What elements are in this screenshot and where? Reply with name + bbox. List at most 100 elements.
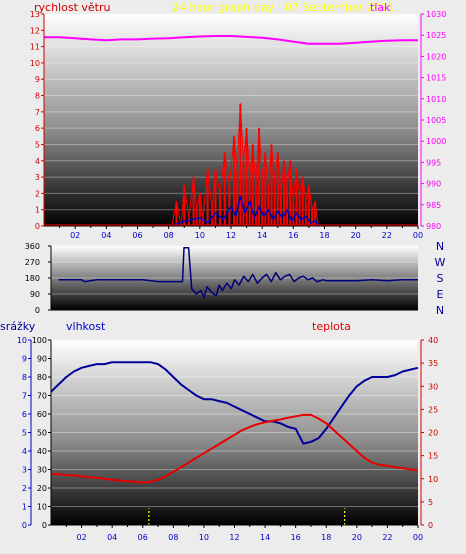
compass-label: N [436, 240, 444, 253]
wind-y-tick-label: 6 [35, 124, 40, 133]
humidity-x-tick-label: 14 [260, 533, 270, 542]
wind-x-tick-label: 06 [132, 231, 142, 240]
axis-layer: 0123456789101112139809859909951000100510… [17, 10, 447, 542]
pressure-y2-tick-label: 990 [426, 180, 441, 189]
humidity-x-tick-label: 10 [199, 533, 209, 542]
wind-x-tick-label: 00 [413, 231, 423, 240]
humidity-x-tick-label: 08 [168, 533, 178, 542]
series-layer [44, 35, 419, 525]
pressure-y2-tick-label: 1010 [426, 95, 446, 104]
humidity-y-tick-label: 10 [37, 503, 47, 512]
humidity-x-tick-label: 00 [413, 533, 423, 542]
rain-y-tick-label: 8 [22, 373, 27, 382]
compass-label: E [437, 288, 444, 301]
rain-y-tick-label: 7 [22, 392, 27, 401]
direction-y-tick-label: 90 [30, 290, 40, 299]
wind-y-tick-label: 1 [35, 206, 40, 215]
humidity-x-tick-label: 12 [229, 533, 239, 542]
temperature-y2-tick-label: 20 [428, 429, 438, 438]
compass-label: W [435, 256, 446, 269]
rain-y-tick-label: 0 [22, 521, 27, 530]
humidity-x-tick-label: 06 [138, 533, 148, 542]
temperature-y2-tick-label: 40 [428, 336, 438, 345]
grid-lines [44, 13, 418, 526]
humidity-y-tick-label: 70 [37, 392, 47, 401]
humidity-y-tick-label: 50 [37, 429, 47, 438]
rain-y-tick-label: 3 [22, 466, 27, 475]
pressure-y2-tick-label: 1025 [426, 31, 446, 40]
rain-y-tick-label: 1 [22, 503, 27, 512]
chart-title: 24 hour graph day : 07 September 2021 [172, 1, 395, 14]
direction-y-tick-label: 180 [25, 274, 40, 283]
pressure-y2-tick-label: 995 [426, 158, 441, 167]
wind-x-tick-label: 12 [226, 231, 236, 240]
humidity-x-tick-label: 02 [76, 533, 86, 542]
wind-y-tick-label: 8 [35, 92, 40, 101]
rain-y-tick-label: 2 [22, 484, 27, 493]
wind-y-tick-label: 4 [35, 157, 40, 166]
temperature-y2-tick-label: 35 [428, 359, 438, 368]
pressure-y2-tick-label: 1030 [426, 10, 446, 19]
wind-y-tick-label: 5 [35, 140, 40, 149]
humidity-x-tick-label: 16 [291, 533, 301, 542]
humidity-y-tick-label: 40 [37, 447, 47, 456]
humidity-y-tick-label: 0 [42, 521, 47, 530]
wind-x-tick-label: 18 [319, 231, 329, 240]
direction-plot-area [51, 246, 418, 310]
humidity-plot-area [51, 340, 418, 525]
temperature-y2-tick-label: 5 [428, 498, 433, 507]
wind-x-tick-label: 08 [164, 231, 174, 240]
pressure-y2-tick-label: 980 [426, 222, 441, 231]
pressure-y2-tick-label: 1020 [426, 52, 446, 61]
rain-axis-title: srážky [0, 320, 36, 333]
humidity-x-tick-label: 04 [107, 533, 117, 542]
humidity-axis-title: vlhkost [66, 320, 106, 333]
wind-plot-area [44, 14, 418, 226]
wind-y-tick-label: 7 [35, 108, 40, 117]
temperature-y2-tick-label: 30 [428, 382, 438, 391]
wind-y-tick-label: 9 [35, 75, 40, 84]
rain-y-tick-label: 6 [22, 410, 27, 419]
pressure-y2-tick-label: 1005 [426, 116, 446, 125]
wind-y-tick-label: 11 [30, 43, 40, 52]
pressure-y2-tick-label: 1015 [426, 74, 446, 83]
pressure-y2-tick-label: 985 [426, 201, 441, 210]
pressure-axis-title: tlak [370, 1, 391, 14]
wind-x-tick-label: 16 [288, 231, 298, 240]
compass-label: N [436, 304, 444, 317]
humidity-x-tick-label: 20 [352, 533, 362, 542]
humidity-y-tick-label: 20 [37, 484, 47, 493]
humidity-y-tick-label: 60 [37, 410, 47, 419]
wind-x-tick-label: 14 [257, 231, 267, 240]
humidity-y-tick-label: 100 [32, 336, 47, 345]
rain-y-tick-label: 9 [22, 355, 27, 364]
temperature-y2-tick-label: 0 [428, 521, 433, 530]
humidity-x-tick-label: 22 [382, 533, 392, 542]
wind-x-tick-label: 02 [70, 231, 80, 240]
direction-line [58, 247, 418, 299]
rain-y-tick-label: 5 [22, 429, 27, 438]
wind-x-tick-label: 22 [382, 231, 392, 240]
humidity-x-tick-label: 18 [321, 533, 331, 542]
temperature-y2-tick-label: 10 [428, 475, 438, 484]
wind-y-tick-label: 13 [30, 10, 40, 19]
wind-avg-line [171, 195, 321, 227]
direction-y-tick-label: 0 [35, 306, 40, 315]
temperature-axis-title: teplota [312, 320, 351, 333]
direction-y-tick-label: 270 [25, 258, 40, 267]
rain-y-tick-label: 10 [17, 336, 27, 345]
temperature-y2-tick-label: 15 [428, 452, 438, 461]
wind-y-tick-label: 0 [35, 222, 40, 231]
wind-axis-title: rychlost větru [34, 1, 110, 14]
wind-y-tick-label: 2 [35, 189, 40, 198]
direction-y-tick-label: 360 [25, 242, 40, 251]
temperature-y2-tick-label: 25 [428, 405, 438, 414]
compass-label: S [437, 272, 444, 285]
wind-y-tick-label: 3 [35, 173, 40, 182]
humidity-y-tick-label: 80 [37, 373, 47, 382]
wind-x-tick-label: 10 [195, 231, 205, 240]
wind-gust-line [171, 103, 319, 227]
temperature-line [51, 413, 419, 484]
